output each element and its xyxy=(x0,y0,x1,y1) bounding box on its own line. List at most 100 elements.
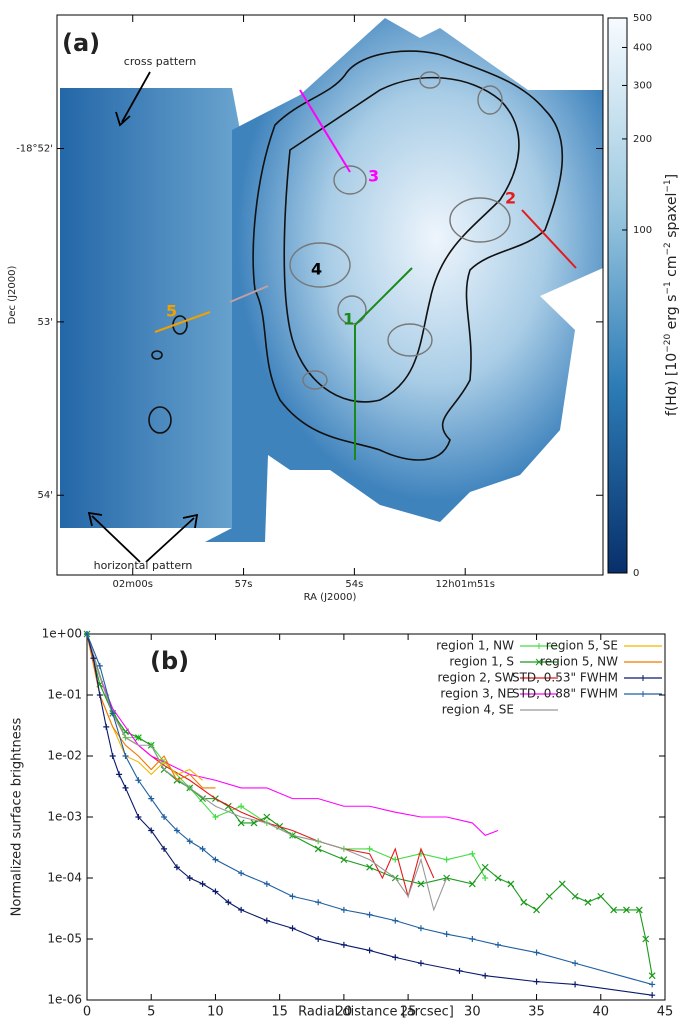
legend-label: region 5, SE xyxy=(546,639,618,653)
y-axis-label: Normalized surface brightness xyxy=(10,717,25,916)
y-tick-label: -18°52' xyxy=(16,143,53,154)
legend-label: region 1, NW xyxy=(436,639,514,653)
marker xyxy=(533,949,540,956)
marker xyxy=(507,880,515,888)
marker xyxy=(135,814,142,820)
marker xyxy=(289,925,296,932)
colorbar-tick-label: 400 xyxy=(633,42,652,53)
marker xyxy=(186,838,193,845)
legend-label: region 2, SW xyxy=(437,671,514,685)
arrow-head xyxy=(115,111,131,127)
legend-label: STD, 0.53" FWHM xyxy=(512,671,618,685)
arrow-head xyxy=(182,513,199,529)
region-label: 2 xyxy=(505,189,516,208)
marker xyxy=(417,925,424,932)
marker xyxy=(417,880,425,888)
marker xyxy=(96,662,103,669)
label-part: f(Hα) [10 xyxy=(664,353,680,416)
marker xyxy=(238,870,245,877)
x-tick-label: 20 xyxy=(336,1005,353,1019)
legend-label: region 4, SE xyxy=(442,703,514,717)
arrow xyxy=(121,71,151,123)
series-line xyxy=(86,633,448,912)
label-part: −1 xyxy=(663,179,673,192)
contour xyxy=(252,50,564,461)
colorbar-tick-label: 200 xyxy=(633,134,652,145)
legend-marker xyxy=(535,658,543,666)
marker xyxy=(161,845,168,852)
y-tick-label: 1e+00 xyxy=(42,627,82,641)
marker xyxy=(545,892,553,900)
marker xyxy=(392,954,399,961)
series-line xyxy=(86,633,435,899)
cut xyxy=(354,267,413,326)
contour xyxy=(283,76,520,403)
marker xyxy=(572,960,579,967)
marker xyxy=(649,992,656,999)
marker xyxy=(366,911,373,918)
map-frame xyxy=(56,14,604,576)
marker xyxy=(225,899,232,906)
field xyxy=(60,88,240,528)
y-tick-label: 1e-03 xyxy=(47,810,82,824)
marker xyxy=(135,777,142,784)
label-part: −2 xyxy=(663,242,673,255)
x-tick-label: 0 xyxy=(83,1005,91,1019)
series-line xyxy=(86,633,499,837)
marker xyxy=(199,880,206,887)
region-label: 5 xyxy=(166,302,177,321)
legend-marker xyxy=(640,691,646,697)
marker xyxy=(443,856,450,863)
marker xyxy=(366,947,373,954)
marker xyxy=(212,814,219,820)
marker xyxy=(103,723,110,730)
colorbar-tick-label: 100 xyxy=(633,225,652,236)
contour xyxy=(477,85,503,115)
series-line xyxy=(86,633,653,976)
label-part: −20 xyxy=(663,334,673,353)
field xyxy=(205,18,603,542)
marker xyxy=(186,875,193,881)
region-label: 3 xyxy=(368,167,379,186)
marker xyxy=(366,863,374,871)
contour xyxy=(387,323,433,357)
marker xyxy=(122,784,129,791)
contour xyxy=(419,71,441,89)
y-tick-label: 54' xyxy=(38,490,53,501)
x-tick-label: 10 xyxy=(207,1005,224,1019)
inner-contours xyxy=(289,71,511,390)
marker xyxy=(238,906,245,913)
marker xyxy=(109,753,116,759)
marker xyxy=(623,906,630,914)
arrow xyxy=(145,517,195,563)
marker xyxy=(469,850,476,857)
marker xyxy=(148,795,155,802)
marker xyxy=(392,917,399,924)
marker xyxy=(482,875,489,881)
colorbar-tick-label: 0 xyxy=(633,568,639,579)
y-tick-label: 1e-05 xyxy=(47,932,82,946)
marker xyxy=(212,856,219,863)
marker xyxy=(173,827,180,834)
marker xyxy=(494,874,502,882)
marker xyxy=(520,898,528,906)
marker xyxy=(84,631,90,637)
marker xyxy=(533,906,540,914)
x-tick-label: 15 xyxy=(271,1005,288,1019)
y-axis-label: Dec (J2000) xyxy=(7,266,18,325)
contour xyxy=(289,242,351,288)
marker xyxy=(263,880,270,887)
marker xyxy=(571,892,579,900)
contours xyxy=(148,50,564,461)
marker xyxy=(443,931,450,938)
marker xyxy=(116,771,123,778)
marker xyxy=(597,892,605,900)
region-label: 1 xyxy=(343,310,354,329)
marker xyxy=(340,906,347,913)
marker xyxy=(96,692,103,698)
legend-label: region 3, NE xyxy=(440,687,514,701)
y-tick-label: 53' xyxy=(38,317,53,328)
marker xyxy=(610,906,618,914)
